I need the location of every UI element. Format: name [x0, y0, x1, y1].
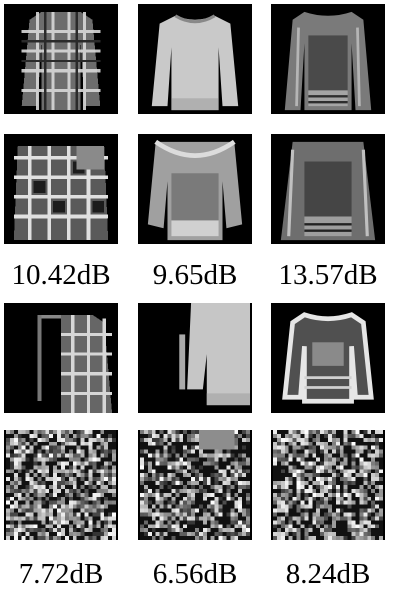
noise-reconstruction-icon [273, 430, 383, 540]
psnr-label: 7.72dB [18, 558, 104, 590]
psnr-label: 6.56dB [152, 558, 238, 590]
psnr-label: 10.42dB [11, 259, 111, 291]
outlined-sweater-image [271, 303, 385, 413]
noise-reconstruction-icon [140, 430, 250, 540]
noise-reconstruction-image [4, 430, 118, 540]
light-sweater-reconstruction-icon [140, 134, 250, 244]
light-sweater-image [138, 4, 252, 114]
dark-sweater-image [271, 4, 385, 114]
dark-sweater-reconstruction-image [271, 134, 385, 244]
shifted-plaid-shirt-image [4, 303, 118, 413]
plaid-shirt-reconstruction-icon [6, 134, 116, 244]
dark-sweater-icon [273, 4, 383, 114]
psnr-label: 13.57dB [278, 259, 378, 291]
shifted-light-sweater-image [138, 303, 252, 413]
noise-reconstruction-image [271, 430, 385, 540]
psnr-label: 9.65dB [152, 259, 238, 291]
plaid-shirt-reconstruction-image [4, 134, 118, 244]
plaid-shirt-icon [6, 4, 116, 114]
noise-reconstruction-image [138, 430, 252, 540]
dark-sweater-reconstruction-icon [273, 134, 383, 244]
shifted-light-sweater-icon [140, 303, 250, 413]
outlined-sweater-icon [273, 303, 383, 413]
light-sweater-reconstruction-image [138, 134, 252, 244]
shifted-plaid-shirt-icon [6, 303, 116, 413]
light-sweater-icon [140, 4, 250, 114]
plaid-shirt-image [4, 4, 118, 114]
noise-reconstruction-icon [6, 430, 116, 540]
psnr-label: 8.24dB [285, 558, 371, 590]
